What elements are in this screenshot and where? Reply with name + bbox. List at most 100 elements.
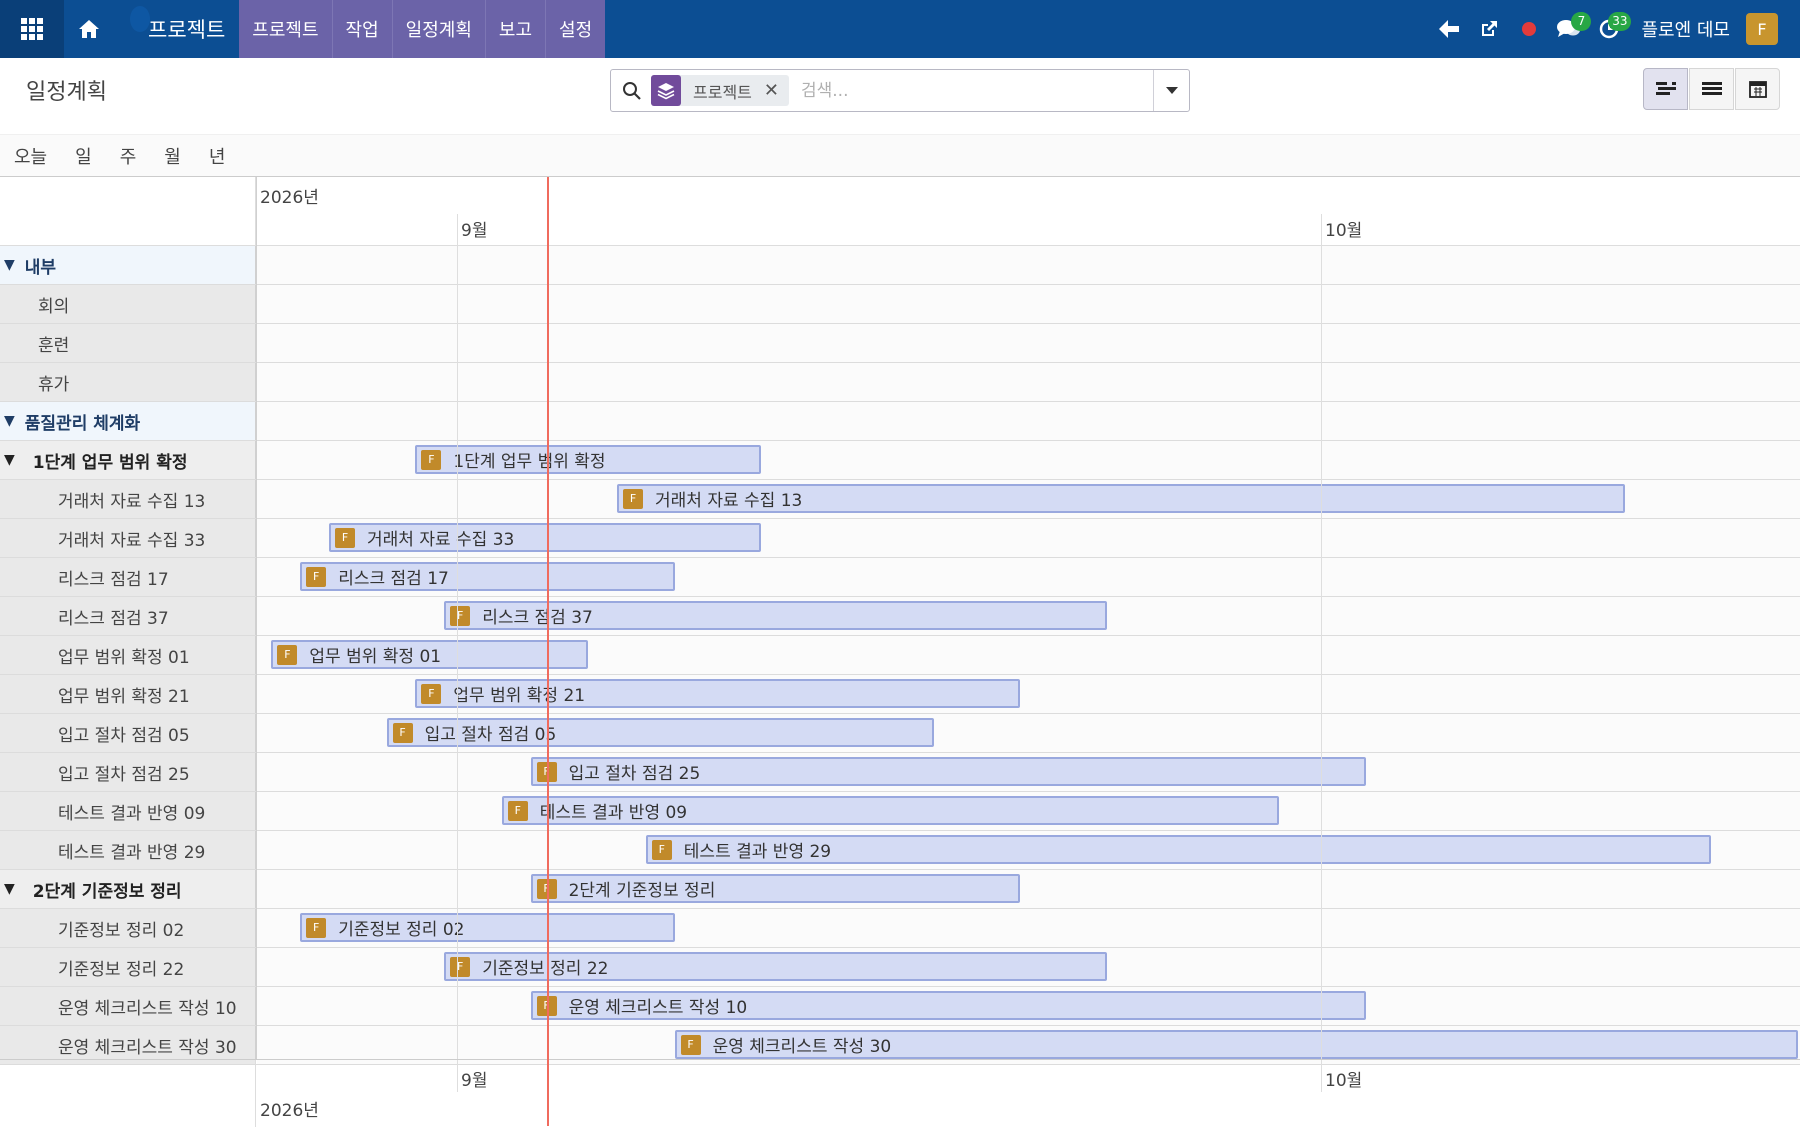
- footer-month-october: 10월: [1325, 1071, 1363, 1091]
- gantt-pill[interactable]: F 테스트 결과 반영 29: [645, 835, 1712, 864]
- row-timeline[interactable]: [257, 402, 1800, 440]
- user-avatar[interactable]: F: [1746, 13, 1778, 45]
- row-timeline[interactable]: F 업무 범위 확정 01: [257, 636, 1800, 674]
- assignee-avatar-icon: F: [450, 605, 471, 626]
- remove-facet-icon[interactable]: ✕: [763, 80, 779, 101]
- back-button[interactable]: [1429, 0, 1469, 58]
- row-label-text: 업무 범위 확정 21: [58, 686, 190, 707]
- row-timeline[interactable]: F 거래처 자료 수집 33: [257, 519, 1800, 557]
- row-group-header[interactable]: ▼ 내부: [0, 246, 256, 284]
- gantt-row: 거래처 자료 수집 33 F 거래처 자료 수집 33: [0, 519, 1800, 558]
- menu-item-reporting[interactable]: 보고: [484, 0, 545, 58]
- gantt-pill[interactable]: F 운영 체크리스트 작성 30: [674, 1030, 1798, 1059]
- row-timeline[interactable]: F 기준정보 정리 02: [257, 909, 1800, 947]
- row-label: 거래처 자료 수집 13: [0, 480, 256, 518]
- row-label: 휴가: [0, 363, 256, 401]
- collapse-caret-icon[interactable]: ▼: [4, 257, 15, 273]
- search-facet: 프로젝트 ✕: [651, 75, 789, 106]
- home-button[interactable]: [64, 0, 114, 58]
- gantt-pill[interactable]: F 리스크 점검 37: [444, 601, 1107, 630]
- row-timeline[interactable]: F 운영 체크리스트 작성 30: [257, 1026, 1800, 1064]
- messages-button[interactable]: 7: [1549, 0, 1592, 58]
- gantt-pill[interactable]: F 리스크 점검 17: [300, 562, 675, 591]
- row-timeline[interactable]: F 기준정보 정리 22: [257, 948, 1800, 986]
- scale-month-button[interactable]: 월: [164, 146, 181, 168]
- assignee-avatar-icon: F: [623, 488, 643, 509]
- row-timeline[interactable]: F 입고 절차 점검 25: [257, 753, 1800, 791]
- gantt-pill[interactable]: F 기준정보 정리 02: [300, 913, 675, 942]
- menu-item-projects[interactable]: 프로젝트: [252, 20, 319, 41]
- search-button[interactable]: [611, 81, 651, 100]
- row-label: 업무 범위 확정 21: [0, 675, 256, 713]
- row-timeline[interactable]: [257, 285, 1800, 323]
- activities-button[interactable]: 33: [1589, 0, 1632, 58]
- row-timeline[interactable]: F 리스크 점검 37: [257, 597, 1800, 635]
- row-label-text: 거래처 자료 수집 33: [58, 530, 206, 551]
- footer-month-september: 9월: [461, 1071, 488, 1091]
- gantt-row: 거래처 자료 수집 13 F 거래처 자료 수집 13: [0, 480, 1800, 519]
- row-group-header[interactable]: ▼ 품질관리 체계화: [0, 402, 256, 440]
- gantt-pill[interactable]: F 거래처 자료 수집 33: [329, 523, 761, 552]
- row-label-text: 품질관리 체계화: [24, 413, 141, 434]
- gantt-pill[interactable]: F 업무 범위 확정 21: [415, 679, 1021, 708]
- scale-day-button[interactable]: 일: [75, 146, 92, 168]
- row-label-text: 휴가: [38, 374, 70, 395]
- row-timeline[interactable]: F 거래처 자료 수집 13: [257, 480, 1800, 518]
- row-timeline[interactable]: F 테스트 결과 반영 29: [257, 831, 1800, 869]
- row-label: 회의: [0, 285, 256, 323]
- row-timeline[interactable]: [257, 363, 1800, 401]
- gantt-pill[interactable]: F 테스트 결과 반영 09: [501, 796, 1280, 825]
- collapse-caret-icon[interactable]: ▼: [4, 413, 15, 429]
- apps-menu-button[interactable]: [0, 0, 64, 58]
- search-bar: 프로젝트 ✕: [610, 69, 1190, 112]
- search-input[interactable]: [800, 80, 1153, 101]
- gantt-view-button[interactable]: [1643, 68, 1688, 110]
- scale-today-button[interactable]: 오늘: [14, 146, 48, 168]
- row-timeline[interactable]: F 입고 절차 점검 05: [257, 714, 1800, 752]
- menu-item-configuration[interactable]: 설정: [545, 0, 605, 58]
- gantt-pill[interactable]: F 업무 범위 확정 01: [271, 640, 589, 669]
- menu-item-planning[interactable]: 일정계획: [391, 0, 485, 58]
- collapse-caret-icon[interactable]: ▼: [4, 452, 15, 468]
- gantt-pill[interactable]: F 운영 체크리스트 작성 10: [530, 991, 1366, 1020]
- row-label: 업무 범위 확정 01: [0, 636, 256, 674]
- row-group-header[interactable]: ▼ 1단계 업무 범위 확정: [0, 441, 256, 479]
- user-menu[interactable]: 플로엔 데모: [1629, 16, 1746, 42]
- scale-week-button[interactable]: 주: [119, 146, 137, 168]
- gantt-pill[interactable]: F 입고 절차 점검 25: [530, 757, 1366, 786]
- row-timeline[interactable]: F 1단계 업무 범위 확정: [257, 441, 1800, 479]
- month-divider: [1321, 1060, 1322, 1092]
- gantt-pill[interactable]: F 거래처 자료 수집 13: [617, 484, 1625, 513]
- row-timeline[interactable]: F 2단계 기준정보 정리: [257, 870, 1800, 908]
- row-group-header[interactable]: ▼ 2단계 기준정보 정리: [0, 870, 256, 908]
- calendar-view-button[interactable]: [1735, 68, 1780, 110]
- row-timeline[interactable]: [257, 324, 1800, 362]
- gantt-pill[interactable]: F 1단계 업무 범위 확정: [415, 445, 761, 474]
- app-brand[interactable]: 프로젝트: [114, 0, 239, 58]
- row-timeline[interactable]: F 테스트 결과 반영 09: [257, 792, 1800, 830]
- gantt-chart: 2026년 9월 10월 ▼ 내부 회의 훈련 휴가 ▼ 품질관리 체계화 ▼ 1단계 업무 범…: [0, 176, 1800, 1127]
- facet-label: 프로젝트: [693, 82, 752, 102]
- row-timeline[interactable]: [257, 246, 1800, 284]
- row-timeline[interactable]: F 리스크 점검 17: [257, 558, 1800, 596]
- scale-year-button[interactable]: 년: [208, 146, 226, 168]
- list-view-button[interactable]: [1689, 68, 1734, 110]
- row-label-text: 입고 절차 점검 25: [58, 764, 190, 785]
- gantt-pill[interactable]: F 기준정보 정리 22: [444, 952, 1107, 981]
- row-timeline[interactable]: F 업무 범위 확정 21: [257, 675, 1800, 713]
- gantt-pill[interactable]: F 입고 절차 점검 05: [386, 718, 934, 747]
- menu-item-tasks[interactable]: 작업: [331, 0, 392, 58]
- collapse-caret-icon[interactable]: ▼: [4, 881, 15, 897]
- gantt-row: 기준정보 정리 02 F 기준정보 정리 02: [0, 909, 1800, 948]
- gantt-pill[interactable]: F 2단계 기준정보 정리: [530, 874, 1021, 903]
- today-marker: [547, 177, 549, 1126]
- pill-label: 리스크 점검 17: [338, 569, 449, 589]
- row-timeline[interactable]: F 운영 체크리스트 작성 10: [257, 987, 1800, 1025]
- gantt-header-corner: [0, 177, 256, 246]
- gantt-row: 훈련: [0, 324, 1800, 363]
- search-options-toggle[interactable]: [1153, 70, 1189, 111]
- pill-label: 업무 범위 확정 01: [309, 647, 442, 667]
- top-navbar: 프로젝트 프로젝트 작업 일정계획 보고 설정: [0, 0, 1800, 58]
- recording-indicator[interactable]: [1509, 0, 1549, 58]
- open-external-button[interactable]: [1469, 0, 1509, 58]
